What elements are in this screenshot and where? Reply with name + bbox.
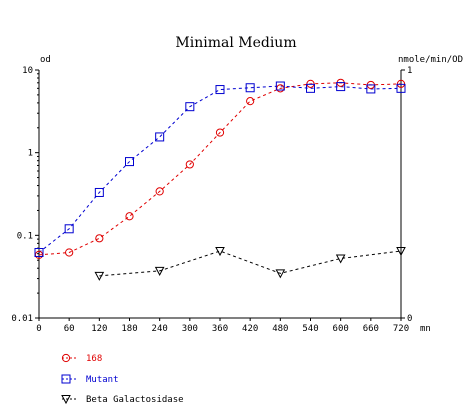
legend-label: Mutant	[86, 375, 119, 385]
data-point-1	[396, 83, 406, 93]
series-markers	[34, 78, 406, 281]
legend-label: Beta Galactosidase	[86, 395, 184, 405]
data-point-1	[336, 82, 346, 92]
x-tick-label: 360	[212, 324, 228, 334]
series-line-0	[38, 82, 402, 256]
data-point-0	[185, 160, 194, 169]
legend: 168 Mutant Beta Galactosidase	[61, 353, 184, 405]
data-point-1	[215, 85, 225, 95]
legend-marker	[61, 374, 71, 384]
data-point-1	[155, 132, 165, 142]
x-tick-label: 60	[64, 324, 75, 334]
x-tick-label: 240	[152, 324, 168, 334]
legend-marker	[61, 395, 71, 405]
data-point-0	[246, 97, 255, 106]
data-point-0	[125, 212, 134, 221]
left-tick-label: 1	[28, 149, 33, 159]
chart-title: Minimal Medium	[175, 35, 296, 51]
data-point-2	[275, 269, 286, 279]
data-point-2	[215, 247, 225, 257]
data-point-2	[396, 247, 406, 257]
series-line-2	[99, 250, 402, 277]
left-tick-label: 0.1	[17, 231, 33, 241]
data-point-1	[275, 81, 285, 91]
data-point-2	[154, 266, 165, 276]
x-tick-label: 180	[121, 324, 137, 334]
series-line-1	[38, 85, 402, 253]
legend-label: 168	[86, 354, 102, 364]
right-axis-label: nmole/min/OD	[398, 55, 463, 65]
x-axis-unit: mn	[420, 324, 431, 334]
data-point-1	[64, 224, 74, 234]
data-point-1	[366, 84, 376, 94]
data-point-0	[215, 128, 225, 137]
x-tick-label: 540	[302, 324, 318, 334]
data-point-1	[185, 102, 195, 112]
right-tick-label: 0	[407, 314, 412, 324]
left-tick-label: 0.01	[11, 314, 33, 324]
data-point-0	[155, 187, 164, 196]
x-tick-label: 720	[393, 324, 409, 334]
data-point-1	[245, 83, 255, 93]
left-axis-label: od	[40, 55, 51, 65]
right-tick-label: 1	[407, 66, 412, 76]
x-tick-label: 480	[272, 324, 288, 334]
x-tick-label: 300	[182, 324, 198, 334]
data-point-0	[95, 234, 104, 243]
data-point-1	[34, 247, 44, 257]
x-tick-label: 660	[363, 324, 379, 334]
data-point-2	[335, 254, 346, 264]
data-point-1	[306, 83, 315, 93]
data-point-1	[125, 157, 134, 167]
x-tick-label: 0	[36, 324, 41, 334]
data-point-1	[94, 187, 104, 197]
x-tick-label: 600	[333, 324, 349, 334]
legend-marker	[61, 353, 71, 363]
data-point-2	[94, 271, 105, 281]
data-point-0	[65, 248, 74, 257]
x-tick-label: 120	[91, 324, 107, 334]
ticks: 0 60 120 180 240 300 360 420 480 540 600 660 7201010…	[11, 66, 412, 334]
left-tick-label: 10	[22, 66, 33, 76]
x-tick-label: 420	[242, 324, 258, 334]
series-lines	[38, 82, 402, 277]
